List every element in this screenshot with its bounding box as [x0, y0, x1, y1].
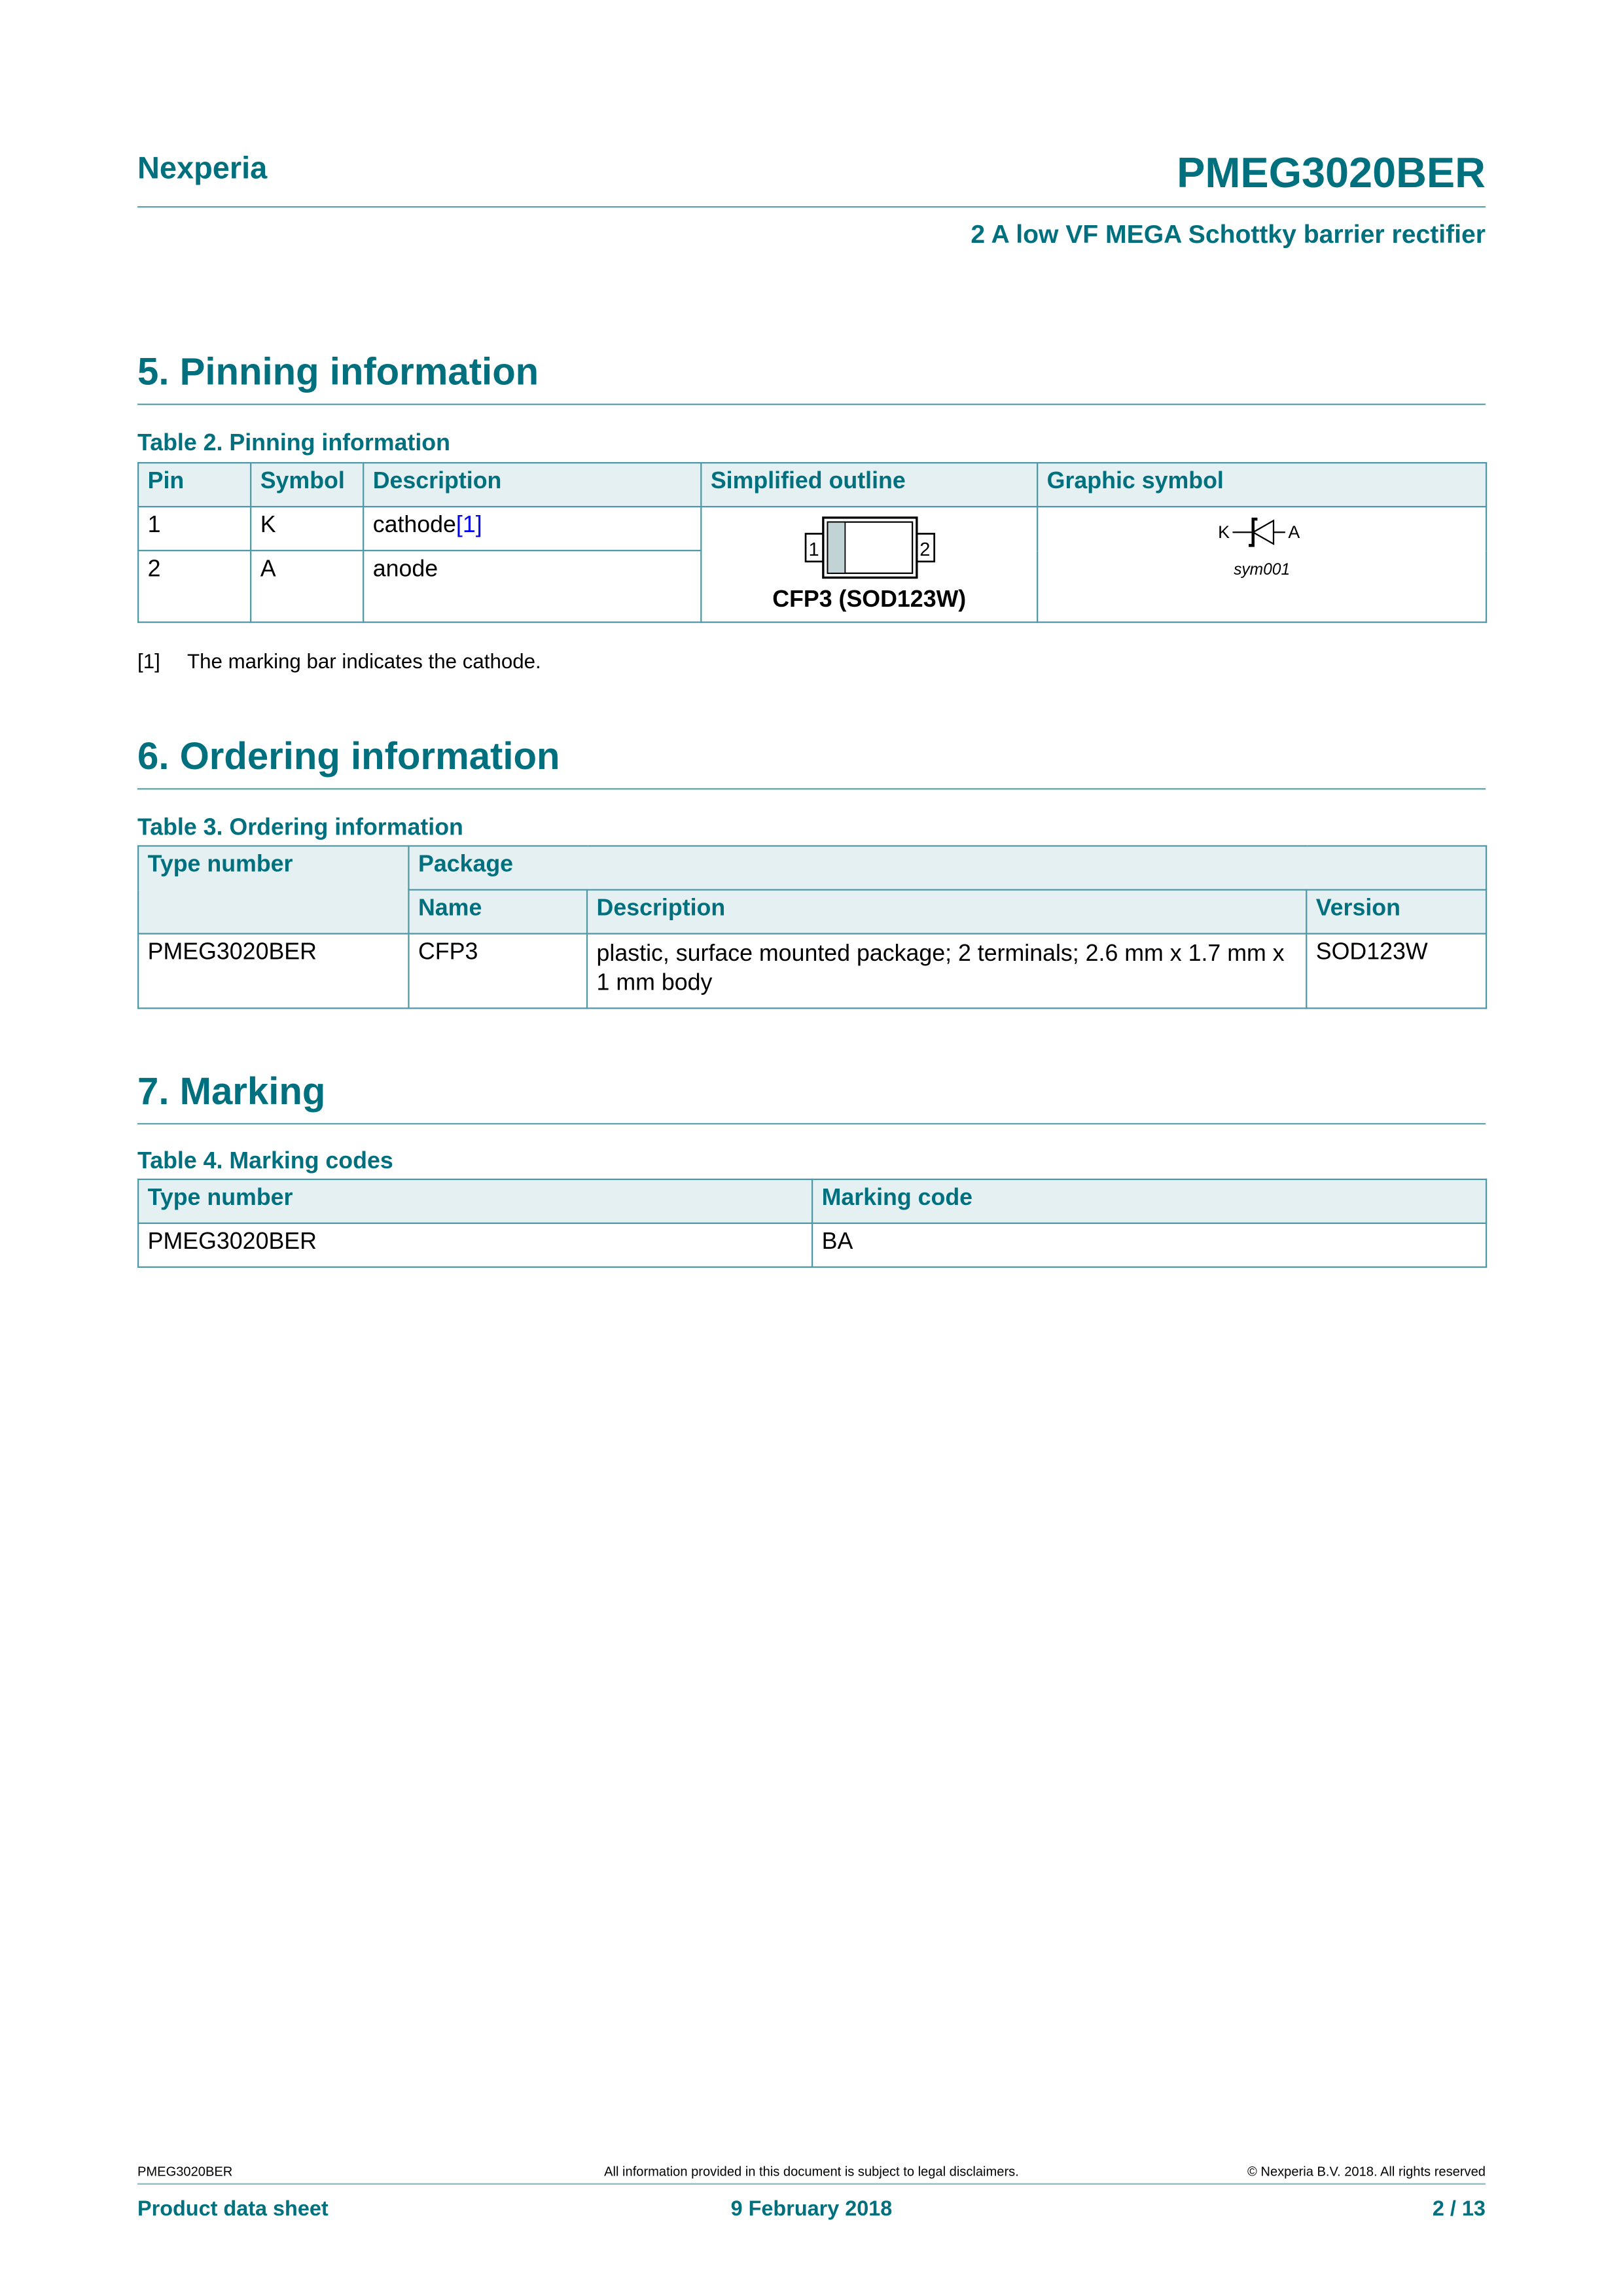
outline-pin1: 1	[808, 539, 818, 560]
section-divider	[137, 788, 1486, 790]
footer-divider	[137, 2183, 1486, 2185]
outline-cell: 1 2 CFP3 (SOD123W)	[700, 506, 1039, 623]
col-description: Description	[586, 889, 1308, 935]
table-row: 2 A anode	[137, 550, 1486, 623]
section-divider	[137, 1122, 1486, 1125]
col-version: Version	[1306, 889, 1488, 935]
footnote-ref: [1]	[137, 649, 160, 673]
package-name: CFP3	[408, 933, 588, 1009]
table-2-caption: Table 2. Pinning information	[137, 431, 450, 457]
marking-table: Type number Marking code PMEG3020BER BA	[137, 1178, 1488, 1268]
outline-label: CFP3 (SOD123W)	[772, 588, 967, 613]
schottky-diode-icon: K A	[1218, 517, 1300, 547]
symbol-a: A	[1288, 522, 1300, 542]
symbol-ref: sym001	[1234, 561, 1291, 579]
symbol: K	[250, 506, 365, 552]
marking-code: BA	[811, 1222, 1488, 1268]
col-pin: Pin	[137, 462, 252, 508]
type-number: PMEG3020BER	[137, 933, 410, 1009]
col-name: Name	[408, 889, 588, 935]
package-version: SOD123W	[1306, 933, 1488, 1009]
footer-doc: PMEG3020BER	[137, 2164, 233, 2179]
package-outline-icon: 1 2	[804, 516, 935, 579]
outline-pin2: 2	[919, 539, 929, 560]
footnote-link[interactable]: [1]	[455, 513, 482, 539]
symbol-k: K	[1218, 522, 1230, 542]
section-5-title: 5. Pinning information	[137, 349, 539, 393]
section-divider	[137, 403, 1486, 405]
col-marking-code: Marking code	[811, 1178, 1488, 1225]
table-4-caption: Table 4. Marking codes	[137, 1149, 393, 1175]
col-graphic: Graphic symbol	[1037, 462, 1488, 508]
pin: 1	[137, 506, 252, 552]
col-type-number: Type number	[137, 1178, 813, 1225]
ordering-table: Type number Package Name Description Ver…	[137, 845, 1488, 1009]
col-symbol: Symbol	[250, 462, 365, 508]
footnote: [1] The marking bar indicates the cathod…	[137, 649, 541, 673]
description: cathode[1]	[363, 506, 702, 552]
package-description: plastic, surface mounted package; 2 term…	[586, 933, 1308, 1009]
footer-date: 9 February 2018	[730, 2198, 893, 2221]
table-row: PMEG3020BER CFP3 plastic, surface mounte…	[137, 933, 1488, 1009]
description: anode	[363, 550, 702, 623]
table-row: 1 K cathode[1] 1 2 CFP3 (SOD123W) K A	[137, 506, 1488, 623]
section-7-title: 7. Marking	[137, 1069, 326, 1113]
product-subtitle: 2 A low VF MEGA Schottky barrier rectifi…	[971, 219, 1486, 249]
graphic-cell: K A sym001	[1037, 506, 1488, 623]
table-row: PMEG3020BER BA	[137, 1222, 1488, 1268]
footer-copyright: © Nexperia B.V. 2018. All rights reserve…	[1247, 2164, 1486, 2179]
description-text: cathode	[372, 513, 456, 539]
pin: 2	[137, 550, 252, 623]
col-outline: Simplified outline	[700, 462, 1039, 508]
footer-doc-type: Product data sheet	[137, 2198, 329, 2221]
col-package: Package	[408, 845, 1488, 891]
header-divider	[137, 206, 1486, 208]
table-3-caption: Table 3. Ordering information	[137, 816, 463, 841]
brand: Nexperia	[137, 152, 268, 186]
type-number: PMEG3020BER	[137, 1222, 813, 1268]
product-title: PMEG3020BER	[1177, 151, 1486, 198]
footer-disclaimer: All information provided in this documen…	[604, 2164, 1019, 2179]
section-6-title: 6. Ordering information	[137, 734, 560, 778]
footnote-text: The marking bar indicates the cathode.	[187, 649, 541, 673]
symbol: A	[250, 550, 365, 623]
page-number: 2 / 13	[1432, 2198, 1486, 2221]
col-description: Description	[363, 462, 702, 508]
col-type-number: Type number	[137, 845, 410, 935]
pinning-table: Pin Symbol Description Simplified outlin…	[137, 462, 1488, 623]
